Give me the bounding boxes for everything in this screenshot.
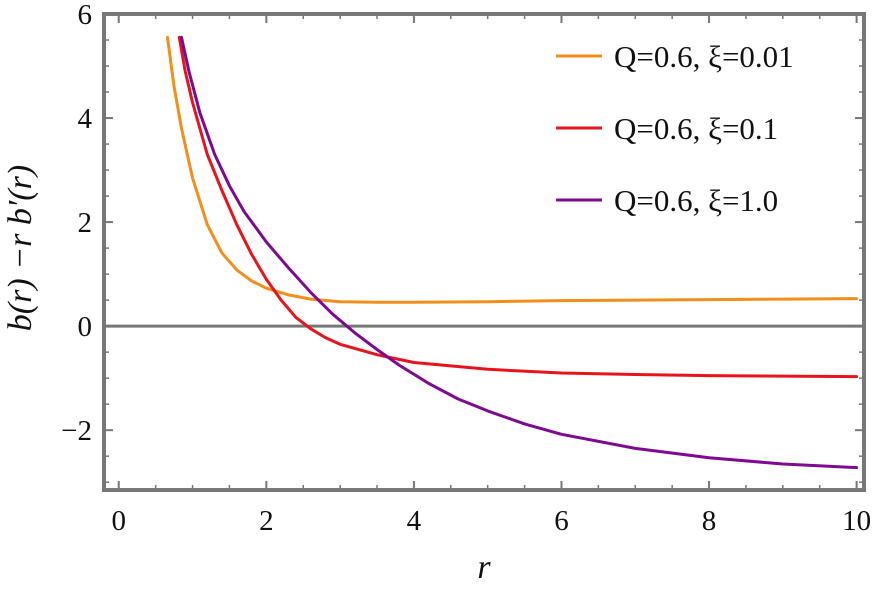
y-tick-label: 2: [78, 207, 93, 239]
x-axis-title: r: [477, 549, 491, 586]
legend-label-2: Q=0.6, ξ=0.1: [614, 111, 778, 146]
x-tick-label: 0: [112, 505, 127, 537]
y-tick-label: 4: [78, 103, 93, 135]
plot-frame: [102, 12, 866, 492]
legend-label-3: Q=0.6, ξ=1.0: [614, 183, 778, 218]
ticks-layer: 0 2 4 6 8 10 −2 0 2 4 6: [61, 0, 871, 537]
legend: Q=0.6, ξ=0.01 Q=0.6, ξ=0.1 Q=0.6, ξ=1.0: [556, 39, 794, 218]
series-layer: [166, 35, 859, 470]
y-tick-label: 0: [78, 311, 93, 343]
y-axis-title: b(r) −r b′(r): [2, 165, 39, 331]
y-tick-label: 6: [78, 0, 93, 31]
series-line-3: [180, 35, 859, 470]
x-tick-label: 2: [259, 505, 274, 537]
x-tick-label: 10: [842, 505, 871, 537]
legend-label-1: Q=0.6, ξ=0.01: [614, 39, 794, 74]
x-tick-label: 8: [702, 505, 717, 537]
y-tick-label: −2: [61, 415, 92, 447]
series-line-2: [177, 35, 859, 379]
x-tick-label: 6: [554, 505, 569, 537]
series-line-1: [166, 35, 859, 304]
plot-border: [102, 12, 866, 492]
x-tick-label: 4: [407, 505, 422, 537]
